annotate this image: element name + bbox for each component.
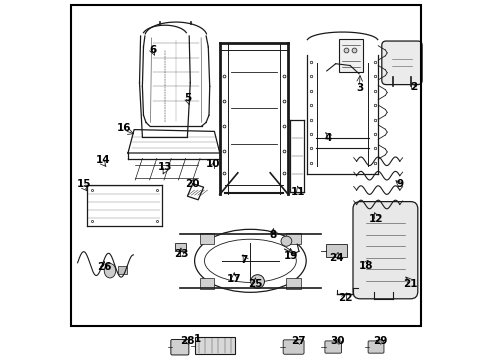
Bar [72, 5, 421, 326]
Text: 4: 4 [324, 132, 332, 143]
Text: 24: 24 [329, 253, 344, 264]
Text: 23: 23 [173, 249, 188, 259]
Text: 20: 20 [186, 179, 200, 189]
Text: 22: 22 [338, 293, 352, 303]
Text: 3: 3 [356, 83, 363, 93]
Text: 9: 9 [396, 179, 403, 189]
FancyBboxPatch shape [325, 341, 342, 353]
Text: 13: 13 [158, 162, 172, 172]
Bar [118, 266, 127, 274]
Text: 2: 2 [410, 82, 417, 92]
Bar [326, 244, 347, 257]
Bar [200, 278, 215, 289]
FancyBboxPatch shape [353, 202, 418, 299]
Text: 21: 21 [403, 279, 417, 289]
Text: 28: 28 [180, 336, 195, 346]
Text: 19: 19 [284, 251, 298, 261]
Text: 27: 27 [291, 336, 306, 346]
FancyBboxPatch shape [382, 41, 422, 85]
Text: 6: 6 [149, 45, 157, 55]
Text: 7: 7 [241, 255, 248, 265]
Text: 25: 25 [248, 279, 262, 289]
Text: 18: 18 [358, 261, 373, 271]
Text: 14: 14 [96, 155, 110, 165]
Ellipse shape [104, 264, 116, 278]
FancyBboxPatch shape [368, 341, 384, 353]
Text: 10: 10 [205, 159, 220, 169]
Bar [286, 233, 301, 244]
Text: 1: 1 [194, 334, 201, 344]
Text: 5: 5 [185, 93, 192, 103]
Ellipse shape [251, 275, 265, 288]
Text: 29: 29 [373, 336, 387, 346]
Text: 8: 8 [270, 230, 277, 240]
Text: 11: 11 [291, 186, 306, 197]
Bar [175, 243, 186, 251]
Text: 30: 30 [331, 336, 345, 346]
Bar [196, 337, 235, 354]
Bar [339, 39, 363, 72]
Text: 15: 15 [76, 179, 91, 189]
Bar [200, 233, 215, 244]
Text: 17: 17 [227, 274, 242, 284]
Bar [286, 278, 301, 289]
Text: 26: 26 [97, 262, 111, 272]
FancyBboxPatch shape [171, 339, 189, 355]
FancyBboxPatch shape [283, 340, 304, 354]
Text: 12: 12 [369, 214, 384, 224]
Text: 16: 16 [117, 123, 132, 133]
Ellipse shape [281, 236, 292, 246]
